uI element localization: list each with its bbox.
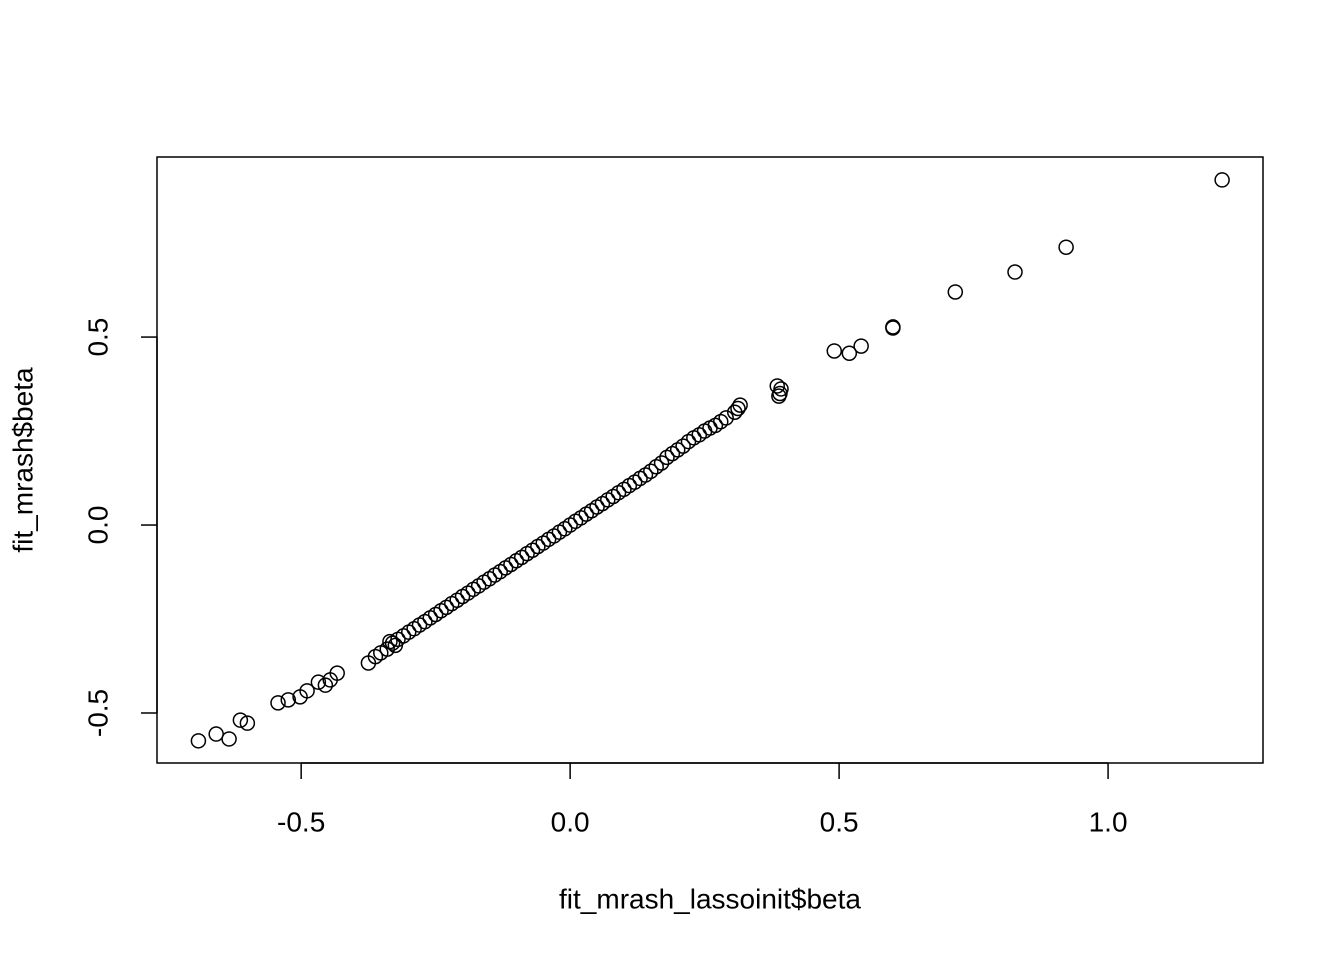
point [675,438,691,454]
point [713,413,729,430]
point [232,712,249,728]
point [885,320,901,336]
x-tick-label: 1.0 [1089,806,1128,837]
point [270,695,286,711]
point [773,381,789,397]
point [885,319,901,335]
point [643,463,659,480]
point [239,715,256,731]
point [1214,172,1230,188]
y-tick-label: -0.5 [82,689,113,737]
point [653,455,670,471]
point [310,674,327,690]
x-tick-label: -0.5 [277,806,325,837]
point [190,733,207,749]
y-tick-label: 0.5 [82,318,113,357]
point [853,338,869,354]
x-tick-label: 0.0 [551,806,590,837]
point [826,343,843,359]
point [1007,264,1023,280]
point [730,400,746,417]
x-tick-label: 0.5 [820,806,859,837]
point [221,731,237,747]
point [299,683,315,699]
point [379,641,395,657]
y-axis-label: fit_mrash$beta [7,367,38,553]
point [947,284,964,300]
point [317,677,334,693]
point [1058,239,1074,255]
point [771,388,787,404]
point [769,378,785,394]
point [280,692,297,708]
point [726,404,743,421]
point [208,726,224,742]
plot-box [156,156,1264,764]
point [329,665,345,681]
x-axis-label: fit_mrash_lassoinit$beta [559,883,861,914]
point [841,345,858,361]
y-tick-label: 0.0 [82,506,113,545]
